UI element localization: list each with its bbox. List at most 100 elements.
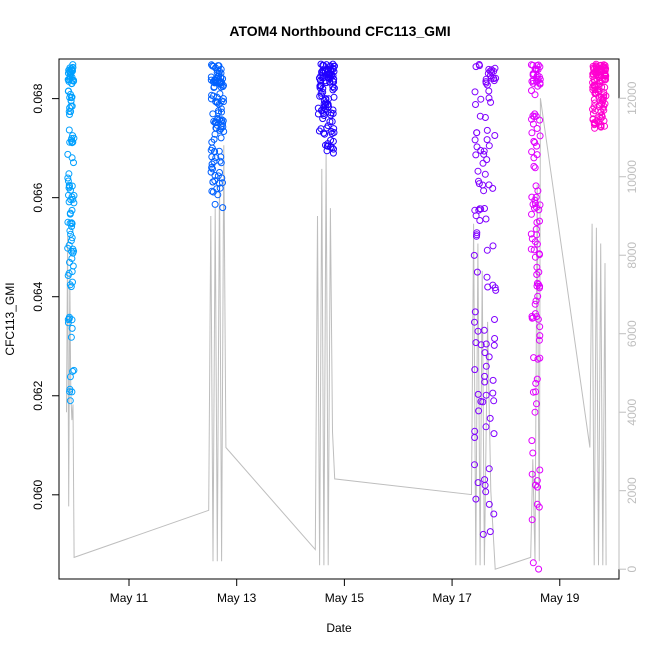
data-point-flight-4 [484,283,492,291]
data-point-flight-4 [476,112,484,120]
data-point-flight-4 [489,389,497,397]
data-point-flight-3 [327,109,335,117]
data-point-flight-4 [477,95,485,103]
data-point-flight-1 [64,150,72,158]
axes-layer: May 11 May 13 May 15 May 17 May 19 0.060 0.062… [31,81,639,605]
data-point-flight-6 [601,83,609,91]
data-point-flight-3 [328,118,336,125]
data-point-flight-4 [472,339,480,347]
data-point-flight-2 [219,204,227,212]
x-tick-label: May 19 [540,591,580,605]
data-point-flight-5 [528,115,535,123]
data-point-flight-2 [215,147,223,155]
data-point-flight-1 [66,397,74,405]
data-point-flight-4 [472,101,479,108]
y-tick-label: 0.066 [31,182,45,212]
y-tick-label: 0.064 [31,281,45,311]
data-point-flight-5 [535,503,543,511]
y2-tick-label: 6000 [625,320,639,347]
data-point-flight-5 [536,332,544,340]
data-point-flight-3 [323,147,331,155]
data-point-flight-3 [317,72,325,80]
data-point-flight-2 [218,174,226,182]
data-point-flight-5 [531,238,539,246]
y-axis-label: CFC113_GMI [3,282,17,355]
data-point-flight-1 [67,102,75,110]
data-point-flight-1 [66,138,74,146]
data-point-flight-4 [471,366,479,374]
data-point-flight-2 [208,187,216,195]
data-point-flight-4 [474,167,482,175]
data-point-flight-4 [481,349,489,357]
data-point-flight-5 [528,193,536,201]
data-point-flight-4 [486,528,494,536]
data-point-flight-5 [536,284,543,292]
data-point-flight-2 [211,119,219,127]
data-point-flight-2 [213,98,221,106]
data-point-flight-3 [329,65,337,73]
data-point-flight-4 [491,335,499,342]
data-point-flight-5 [533,271,541,278]
data-point-flight-3 [321,105,329,113]
data-point-flight-4 [490,341,498,349]
data-point-flight-5 [528,437,536,445]
data-point-flight-2 [219,95,227,103]
data-point-flight-3 [316,84,324,92]
data-point-flight-2 [209,165,216,173]
data-point-flight-3 [331,62,338,70]
data-point-flight-4 [485,500,493,508]
data-point-flight-6 [591,86,599,94]
data-point-flight-2 [217,159,225,167]
data-point-flight-2 [208,160,216,168]
data-point-flight-4 [473,143,481,151]
data-point-flight-6 [590,82,598,90]
data-point-flight-4 [481,170,489,178]
data-point-flight-5 [536,466,544,474]
data-point-flight-3 [326,70,334,78]
data-point-flight-2 [219,179,226,187]
data-point-flight-6 [591,107,599,115]
data-point-flight-1 [68,247,75,255]
data-point-flight-4 [470,251,478,259]
data-point-flight-1 [68,94,75,102]
data-point-flight-6 [598,95,606,103]
data-point-flight-4 [475,407,483,415]
data-point-flight-5 [527,245,535,253]
y2-tick-label: 8000 [625,242,639,269]
data-point-flight-6 [600,117,608,125]
data-point-flight-1 [64,218,72,226]
data-point-flight-5 [532,297,540,305]
data-point-flight-1 [69,367,77,375]
data-point-flight-1 [67,283,75,291]
data-point-flight-6 [597,72,605,79]
data-point-flight-3 [321,130,329,138]
data-point-flight-3 [329,137,337,145]
data-point-flight-6 [598,100,606,108]
data-point-flight-1 [70,159,77,167]
data-point-flight-1 [67,66,75,74]
data-point-flight-5 [532,481,539,489]
data-point-flight-1 [65,269,73,277]
data-point-flight-4 [482,215,490,223]
data-point-flight-4 [477,398,485,405]
data-point-flight-4 [471,88,479,96]
data-point-flight-6 [590,103,598,111]
data-point-flight-4 [481,378,489,386]
data-point-flight-4 [471,308,479,316]
data-point-flight-5 [528,129,536,137]
data-point-flight-5 [530,246,538,254]
data-point-flight-5 [531,408,539,416]
data-point-flight-4 [471,427,479,435]
data-point-flight-3 [318,74,326,82]
data-point-flight-4 [489,184,497,192]
data-point-flight-2 [208,164,216,171]
data-point-flight-2 [208,153,216,161]
data-point-flight-4 [482,488,490,496]
data-point-flight-5 [532,379,540,387]
data-point-flight-5 [528,312,536,320]
data-point-flight-4 [476,217,484,224]
data-point-flight-4 [471,318,478,326]
data-point-flight-4 [481,114,489,121]
data-point-flight-5 [529,388,537,396]
